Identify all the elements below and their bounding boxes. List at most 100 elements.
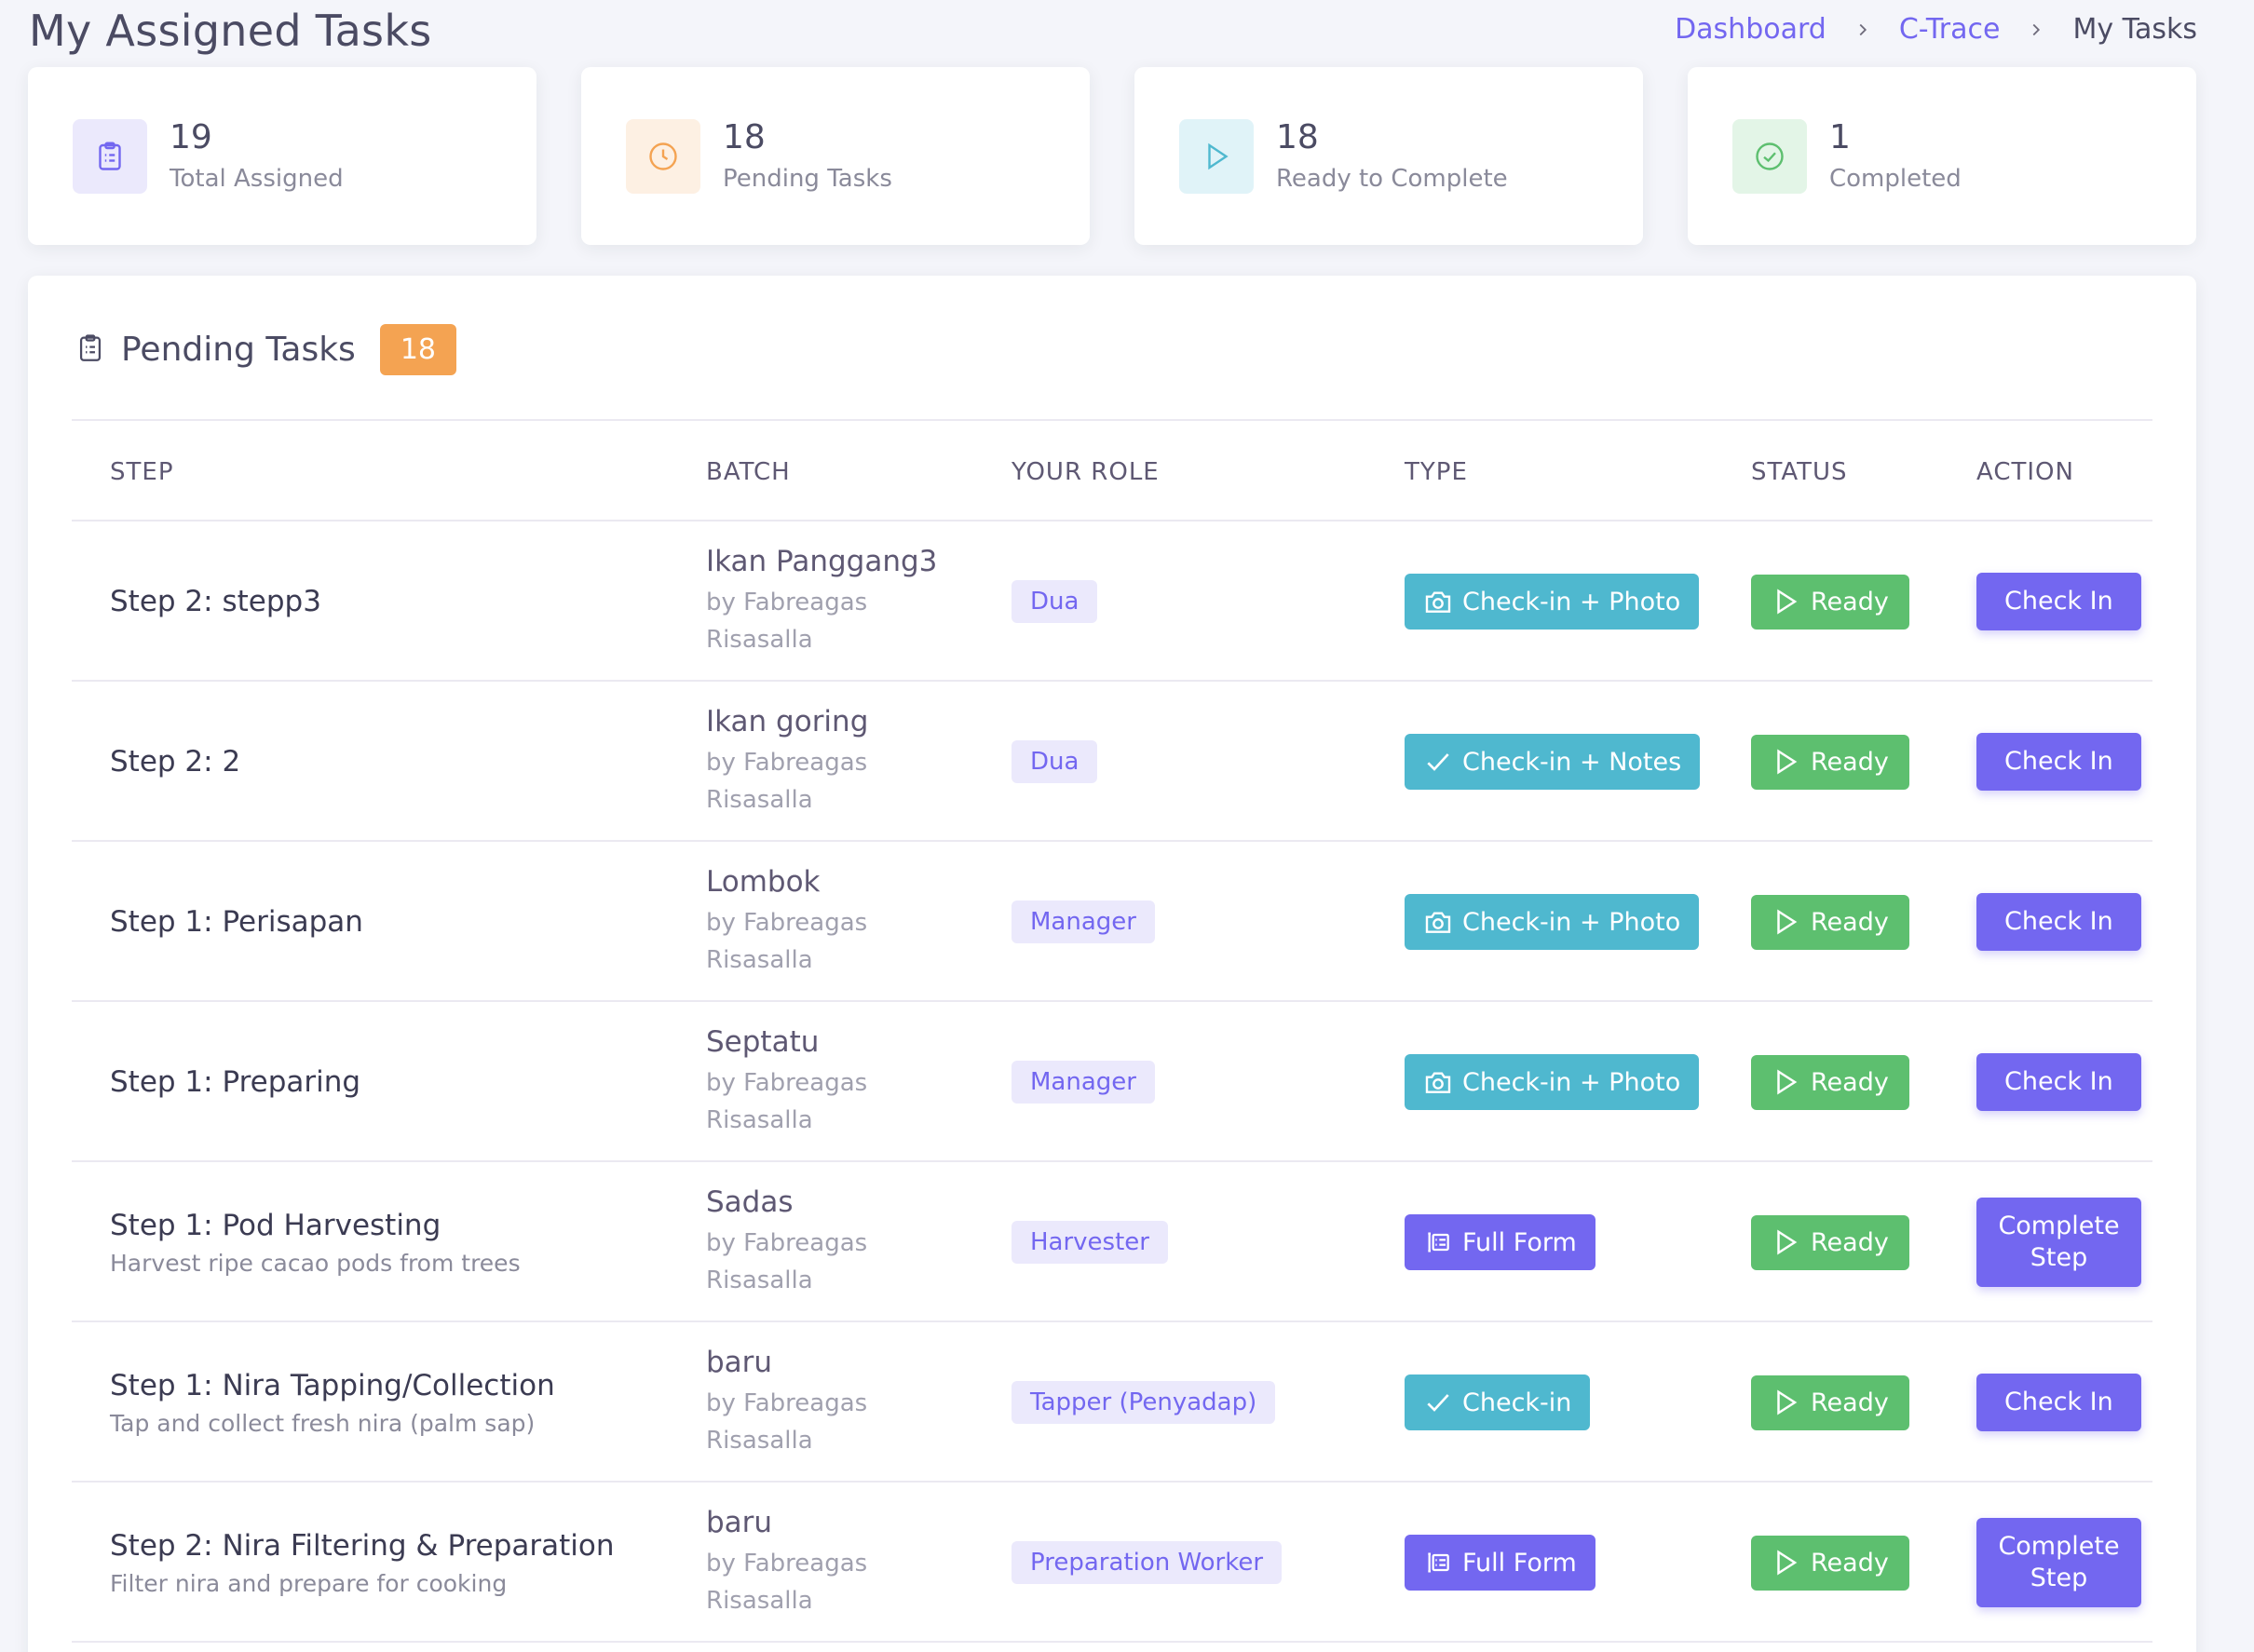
step-title: Step 2: stepp3 — [110, 585, 321, 618]
table-row: Step 1: Perisapan Lombok by Fabreagas Ris… — [72, 842, 2152, 1002]
batch-name: baru — [706, 1346, 773, 1379]
type-cell: Full Form — [1405, 1483, 1595, 1643]
step-cell: Step 1: Nira Tapping/Collection Tap and … — [110, 1322, 631, 1483]
batch-name: Lombok — [706, 865, 821, 899]
status-label: Ready — [1811, 907, 1889, 937]
step-cell: Step 2: 2 — [110, 682, 631, 842]
status-label: Ready — [1811, 747, 1889, 777]
col-step: STEP — [110, 458, 174, 486]
check-in-button[interactable]: Check In — [1976, 573, 2141, 630]
batch-name: Septatu — [706, 1025, 820, 1059]
breadcrumb-dashboard[interactable]: Dashboard — [1675, 13, 1826, 46]
check-in-button[interactable]: Check In — [1976, 733, 2141, 791]
table-row: Step 2: Nira Filtering & Preparation Fil… — [72, 1483, 2152, 1643]
status-cell: Ready — [1751, 842, 1909, 1002]
stat-label: Total Assigned — [170, 165, 344, 194]
status-cell: Ready — [1751, 1322, 1909, 1483]
step-description: Filter nira and prepare for cooking — [110, 1569, 508, 1597]
status-badge: Ready — [1751, 894, 1909, 950]
role-badge: Tapper (Penyadap) — [1012, 1381, 1276, 1424]
table-row: Step 1: Preparing Septatu by Fabreagas Ri… — [72, 1002, 2152, 1162]
step-description: Harvest ripe cacao pods from trees — [110, 1249, 521, 1277]
breadcrumb-ctrace[interactable]: C-Trace — [1898, 13, 2001, 46]
panel-header: Pending Tasks 18 — [75, 324, 456, 375]
step-cell: Step 2: stepp3 — [110, 521, 631, 682]
chevron-right-icon — [1853, 20, 1873, 40]
stat-label: Completed — [1829, 165, 1962, 194]
batch-owner: by Fabreagas Risasalla — [706, 904, 985, 979]
step-title: Step 1: Perisapan — [110, 905, 363, 939]
status-cell: Ready — [1751, 1002, 1909, 1162]
clock-icon — [626, 118, 700, 194]
stat-card-total: 19 Total Assigned — [28, 67, 536, 245]
status-cell: Ready — [1751, 1483, 1909, 1643]
type-cell: Check-in + Photo — [1405, 521, 1700, 682]
stats-row: 19 Total Assigned 18 Pending Tasks 18 Ready… — [28, 67, 2196, 245]
camera-icon — [1423, 587, 1462, 616]
type-label: Full Form — [1462, 1227, 1577, 1257]
role-cell: Manager — [1012, 1002, 1155, 1162]
breadcrumb: Dashboard C-Trace My Tasks — [1675, 13, 2197, 46]
batch-owner-line1: by Fabreagas — [706, 749, 868, 777]
step-cell: Step 1: Pod Harvesting Harvest ripe caca… — [110, 1162, 631, 1322]
play-icon — [1777, 1389, 1798, 1415]
check-circle-icon — [1732, 118, 1807, 194]
batch-name: Sadas — [706, 1185, 794, 1219]
type-badge: Check-in + Photo — [1405, 1054, 1700, 1110]
batch-cell: Ikan Panggang3 by Fabreagas Risasalla — [706, 521, 985, 682]
action-cell: Complete Step — [1976, 1483, 2141, 1643]
play-icon — [1777, 749, 1798, 775]
status-badge: Ready — [1751, 1374, 1909, 1430]
step-cell: Step 2: Nira Filtering & Preparation Fil… — [110, 1483, 631, 1643]
status-label: Ready — [1811, 1548, 1889, 1578]
batch-cell: baru by Fabreagas Risasalla — [706, 1322, 985, 1483]
role-badge: Manager — [1012, 900, 1155, 943]
batch-owner: by Fabreagas Risasalla — [706, 744, 985, 819]
type-cell: Full Form — [1405, 1162, 1595, 1322]
action-cell: Check In — [1976, 1002, 2141, 1162]
type-label: Check-in + Notes — [1462, 747, 1682, 777]
stat-card-ready: 18 Ready to Complete — [1134, 67, 1643, 245]
clipboard-icon — [75, 332, 106, 368]
status-badge: Ready — [1751, 1535, 1909, 1591]
play-icon — [1777, 1069, 1798, 1095]
batch-owner: by Fabreagas Risasalla — [706, 1385, 985, 1459]
panel-title: Pending Tasks — [121, 331, 356, 369]
status-label: Ready — [1811, 1388, 1889, 1417]
stat-card-completed: 1 Completed — [1688, 67, 2196, 245]
batch-owner: by Fabreagas Risasalla — [706, 584, 985, 658]
stat-card-pending: 18 Pending Tasks — [581, 67, 1090, 245]
status-cell: Ready — [1751, 682, 1909, 842]
type-badge: Check-in — [1405, 1374, 1591, 1430]
check-in-button[interactable]: Check In — [1976, 1374, 2141, 1431]
role-cell: Preparation Worker — [1012, 1483, 1283, 1643]
stat-value: 19 — [170, 117, 212, 156]
count-badge: 18 — [379, 324, 456, 375]
play-icon — [1179, 118, 1254, 194]
role-badge: Manager — [1012, 1061, 1155, 1104]
form-icon — [1423, 1548, 1462, 1578]
role-cell: Dua — [1012, 521, 1098, 682]
complete-step-button[interactable]: Complete Step — [1976, 1198, 2141, 1287]
batch-cell: baru by Fabreagas Risasalla — [706, 1483, 985, 1643]
step-title: Step 2: Nira Filtering & Preparation — [110, 1528, 615, 1563]
status-label: Ready — [1811, 587, 1889, 616]
batch-owner-line1: by Fabreagas — [706, 909, 868, 937]
status-cell: Ready — [1751, 521, 1909, 682]
status-badge: Ready — [1751, 734, 1909, 790]
batch-owner-line2: Risasalla — [706, 1427, 813, 1455]
complete-step-button[interactable]: Complete Step — [1976, 1518, 2141, 1607]
step-title: Step 2: 2 — [110, 745, 241, 779]
camera-icon — [1423, 1067, 1462, 1097]
step-cell: Step 1: Preparing — [110, 1002, 631, 1162]
check-in-button[interactable]: Check In — [1976, 893, 2141, 951]
page-title: My Assigned Tasks — [29, 6, 432, 56]
action-cell: Check In — [1976, 682, 2141, 842]
play-icon — [1777, 1550, 1798, 1576]
form-icon — [1423, 1227, 1462, 1257]
status-badge: Ready — [1751, 1054, 1909, 1110]
action-cell: Complete Step — [1976, 1162, 2141, 1322]
step-title: Step 1: Preparing — [110, 1065, 361, 1099]
action-cell: Check In — [1976, 521, 2141, 682]
check-in-button[interactable]: Check In — [1976, 1053, 2141, 1111]
